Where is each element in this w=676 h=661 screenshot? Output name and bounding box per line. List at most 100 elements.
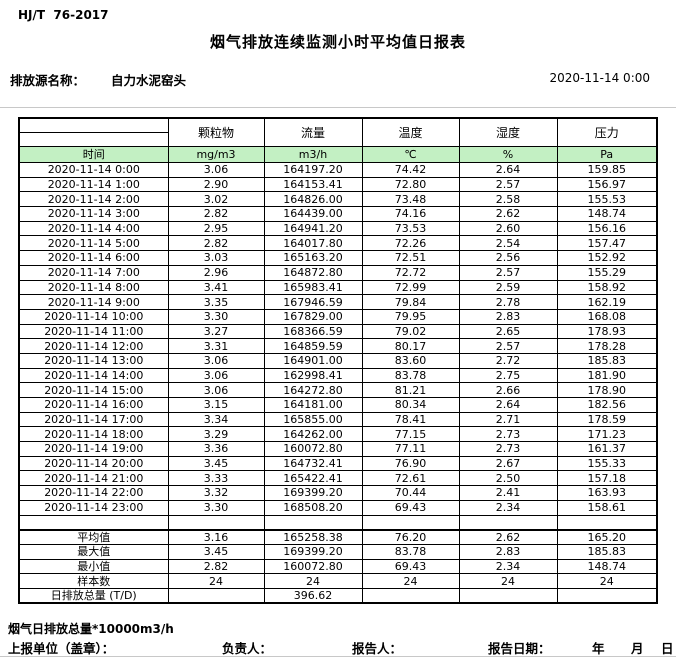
hourly-average-table: 颗粒物 流量 温度 湿度 压力 时间 mg/m3 m3/h ℃ % Pa 202… bbox=[18, 117, 658, 605]
summary-label-cell: 平均值 bbox=[18, 528, 169, 546]
value-cell: 24 bbox=[556, 573, 658, 589]
value-cell: 3.06 bbox=[167, 352, 265, 369]
value-cell: 164941.20 bbox=[263, 220, 363, 237]
bottom-divider bbox=[0, 656, 676, 657]
value-cell: 3.35 bbox=[167, 294, 265, 310]
value-cell: 155.53 bbox=[556, 191, 658, 208]
spacer-row bbox=[18, 514, 658, 531]
value-cell: 160072.80 bbox=[263, 441, 363, 457]
table-header: 颗粒物 流量 温度 湿度 压力 时间 mg/m3 m3/h ℃ % Pa bbox=[18, 117, 658, 163]
value-cell: 24 bbox=[167, 573, 265, 589]
value-cell: 148.74 bbox=[556, 558, 658, 575]
header-corner-bottom-cell bbox=[18, 132, 169, 147]
value-cell: 168508.20 bbox=[263, 499, 363, 516]
time-cell: 2020-11-14 18:00 bbox=[18, 426, 169, 443]
value-cell: 77.11 bbox=[361, 441, 460, 457]
value-cell: 164826.00 bbox=[263, 191, 363, 208]
value-cell: 3.16 bbox=[167, 528, 265, 546]
time-cell: 2020-11-14 7:00 bbox=[18, 264, 169, 281]
value-cell: 2.57 bbox=[458, 338, 558, 354]
emission-source-row: 排放源名称： 自力水泥窑头 bbox=[10, 70, 186, 89]
value-cell: 164439.00 bbox=[263, 206, 363, 222]
time-cell: 2020-11-14 1:00 bbox=[18, 176, 169, 193]
value-cell: 3.36 bbox=[167, 441, 265, 457]
value-cell: 164732.41 bbox=[263, 455, 363, 472]
value-cell bbox=[361, 587, 460, 604]
table-row: 2020-11-14 21:00 3.33 165422.41 72.61 2.50 15… bbox=[18, 470, 658, 487]
value-cell: 76.90 bbox=[361, 455, 460, 472]
time-cell: 2020-11-14 12:00 bbox=[18, 338, 169, 354]
value-cell: 3.03 bbox=[167, 250, 265, 266]
value-cell: 2.78 bbox=[458, 294, 558, 310]
value-cell: 162.19 bbox=[556, 294, 658, 310]
summary-label-cell: 最大值 bbox=[18, 544, 169, 560]
col-header-pressure: 压力 bbox=[556, 117, 658, 147]
time-cell: 2020-11-14 23:00 bbox=[18, 499, 169, 516]
table-row: 2020-11-14 16:00 3.15 164181.00 80.34 2.64 18… bbox=[18, 397, 658, 413]
emission-source-label: 排放源名称： bbox=[10, 73, 86, 88]
value-cell: 169399.20 bbox=[263, 485, 363, 501]
summary-label-cell: 样本数 bbox=[18, 573, 169, 589]
value-cell: 2.50 bbox=[458, 470, 558, 487]
table-row: 最小值 2.82 160072.80 69.43 2.34 148.74 bbox=[18, 558, 658, 575]
value-cell: 72.72 bbox=[361, 264, 460, 281]
table-row: 2020-11-14 19:00 3.36 160072.80 77.11 2.73 16… bbox=[18, 441, 658, 457]
value-cell: 76.20 bbox=[361, 528, 460, 546]
value-cell: 72.26 bbox=[361, 235, 460, 252]
value-cell: 165163.20 bbox=[263, 250, 363, 266]
header-corner-top-cell bbox=[18, 117, 169, 133]
table-row: 日排放总量 (T/D) 396.62 bbox=[18, 587, 658, 604]
value-cell: 3.02 bbox=[167, 191, 265, 208]
table-row: 2020-11-14 11:00 3.27 168366.59 79.02 2.65 17… bbox=[18, 323, 658, 340]
time-cell: 2020-11-14 21:00 bbox=[18, 470, 169, 487]
table-row: 2020-11-14 14:00 3.06 162998.41 83.78 2.75 18… bbox=[18, 367, 658, 384]
table-row: 2020-11-14 13:00 3.06 164901.00 83.60 2.72 18… bbox=[18, 352, 658, 369]
time-cell: 2020-11-14 17:00 bbox=[18, 411, 169, 428]
time-cell: 2020-11-14 15:00 bbox=[18, 382, 169, 398]
value-cell: 3.29 bbox=[167, 426, 265, 443]
value-cell: 3.06 bbox=[167, 162, 265, 178]
value-cell: 165422.41 bbox=[263, 470, 363, 487]
value-cell: 3.15 bbox=[167, 397, 265, 413]
value-cell: 155.33 bbox=[556, 455, 658, 472]
header-row-parameters: 颗粒物 流量 温度 湿度 压力 bbox=[18, 117, 658, 147]
time-cell: 2020-11-14 4:00 bbox=[18, 220, 169, 237]
unit-cell-humidity: % bbox=[458, 146, 558, 163]
value-cell: 168366.59 bbox=[263, 323, 363, 340]
value-cell: 2.62 bbox=[458, 528, 558, 546]
value-cell: 2.71 bbox=[458, 411, 558, 428]
value-cell: 2.59 bbox=[458, 279, 558, 296]
value-cell: 3.30 bbox=[167, 308, 265, 325]
value-cell: 2.34 bbox=[458, 558, 558, 575]
table-row: 2020-11-14 20:00 3.45 164732.41 76.90 2.67 15… bbox=[18, 455, 658, 472]
value-cell: 3.34 bbox=[167, 411, 265, 428]
value-cell: 2.96 bbox=[167, 264, 265, 281]
value-cell: 72.61 bbox=[361, 470, 460, 487]
value-cell: 70.44 bbox=[361, 485, 460, 501]
value-cell: 73.48 bbox=[361, 191, 460, 208]
table-row: 2020-11-14 18:00 3.29 164262.00 77.15 2.73 17… bbox=[18, 426, 658, 443]
value-cell bbox=[556, 587, 658, 604]
top-divider bbox=[0, 107, 676, 108]
time-cell: 2020-11-14 2:00 bbox=[18, 191, 169, 208]
value-cell: 178.93 bbox=[556, 323, 658, 340]
value-cell: 164901.00 bbox=[263, 352, 363, 369]
value-cell: 24 bbox=[458, 573, 558, 589]
table-row: 2020-11-14 6:00 3.03 165163.20 72.51 2.56 152… bbox=[18, 250, 658, 266]
value-cell: 2.67 bbox=[458, 455, 558, 472]
month-label: 月 bbox=[631, 641, 644, 656]
table-row: 2020-11-14 10:00 3.30 167829.00 79.95 2.83 16… bbox=[18, 308, 658, 325]
value-cell: 3.45 bbox=[167, 455, 265, 472]
time-cell: 2020-11-14 19:00 bbox=[18, 441, 169, 457]
time-cell: 2020-11-14 16:00 bbox=[18, 397, 169, 413]
value-cell: 2.73 bbox=[458, 426, 558, 443]
time-cell: 2020-11-14 0:00 bbox=[18, 162, 169, 178]
value-cell: 79.02 bbox=[361, 323, 460, 340]
value-cell: 165258.38 bbox=[263, 528, 363, 546]
value-cell: 2.60 bbox=[458, 220, 558, 237]
value-cell: 148.74 bbox=[556, 206, 658, 222]
value-cell: 2.58 bbox=[458, 191, 558, 208]
value-cell: 164872.80 bbox=[263, 264, 363, 281]
value-cell: 157.18 bbox=[556, 470, 658, 487]
day-label: 日 bbox=[661, 641, 674, 656]
